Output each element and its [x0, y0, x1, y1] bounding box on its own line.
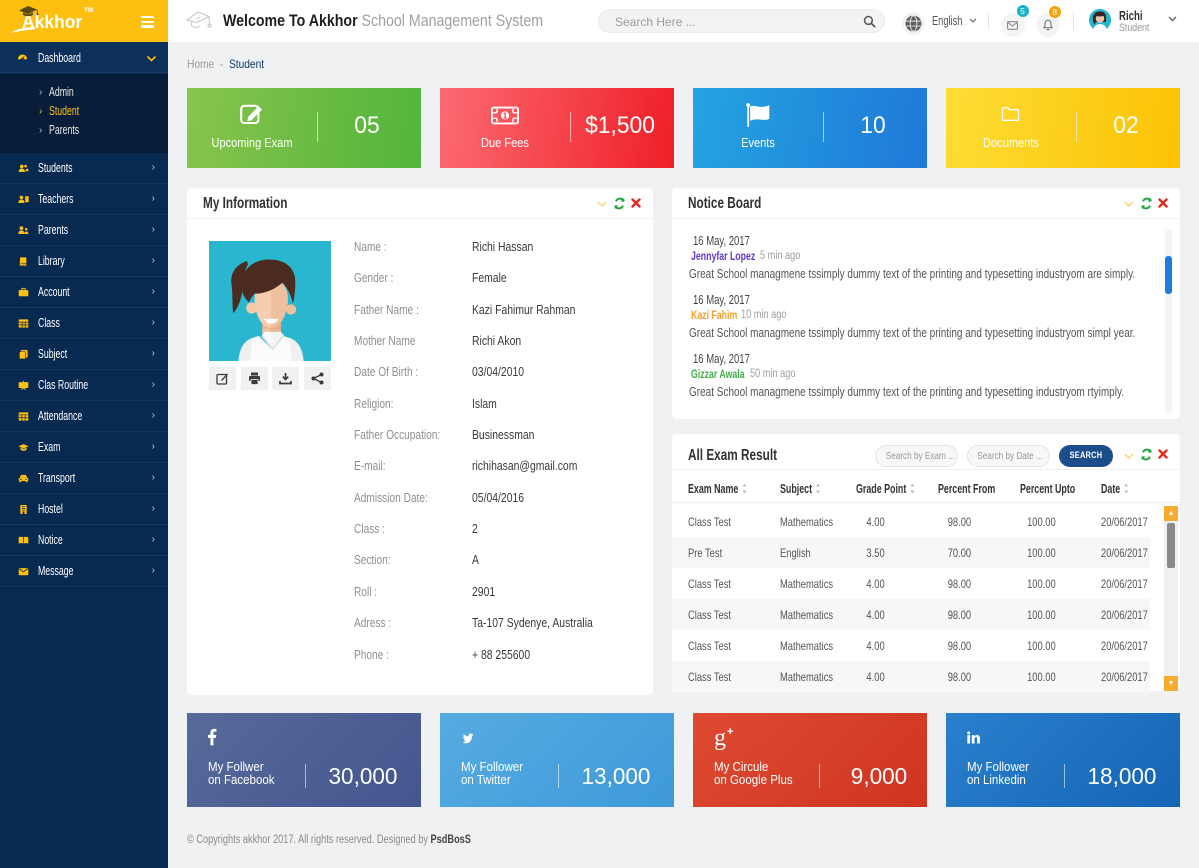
svg-text:g: g [714, 726, 726, 750]
svg-text:+: + [727, 726, 733, 738]
svg-text:1: 1 [503, 111, 508, 120]
